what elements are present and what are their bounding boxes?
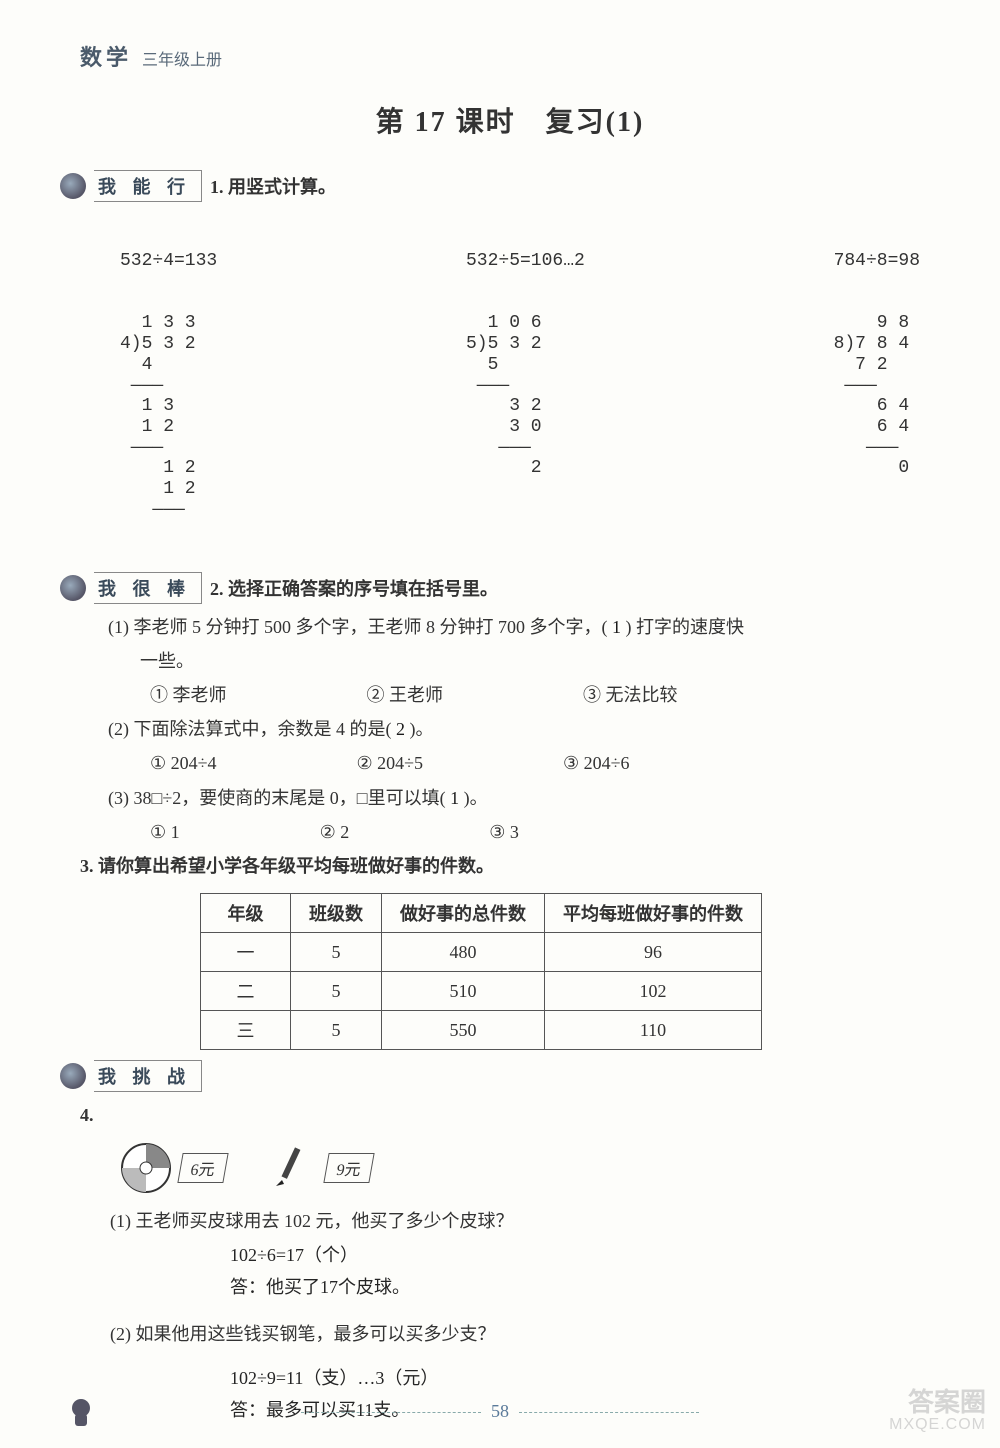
q2-1-opt3: ③ 无法比较 [583,678,678,712]
table-row: 一 5 480 96 [201,933,762,972]
q2-1-text-a: (1) 李老师 5 分钟打 500 多个字，王老师 8 分钟打 700 多个字，… [108,617,612,637]
col-h1: 年级 [201,894,291,933]
q2-2-ans: 2 [396,719,405,739]
q4-num: 4. [80,1098,940,1132]
q2-1-text-b: ) 打字的速度快 [621,617,744,637]
mascot-icon [60,575,86,601]
table-row: 二 5 510 102 [201,972,762,1011]
pen-price: 9元 [323,1153,374,1183]
lesson-title: 第 17 课时 复习(1) [80,100,940,140]
section2-label: 我 很 棒 [94,572,202,604]
q2-1-opt2: ② 王老师 [367,678,444,712]
q3-table: 年级 班级数 做好事的总件数 平均每班做好事的件数 一 5 480 96 二 5… [200,893,762,1050]
cell: 510 [382,972,545,1011]
q2-3-opt2: ② 2 [320,815,350,849]
page-number: 58 [291,1401,709,1422]
q2-2-opt3: ③ 204÷6 [563,746,630,780]
q2-sub1: (1) 李老师 5 分钟打 500 多个字，王老师 8 分钟打 700 多个字，… [108,610,940,678]
q1-expr-3: 784÷8=98 [834,251,920,272]
q1-work-1: 1 3 3 4)5 3 2 4 ——— 1 3 1 2 ——— 1 2 1 2 … [120,313,217,520]
q2-2-opts: ① 204÷4 ② 204÷5 ③ 204÷6 [150,746,940,780]
cell: 一 [201,933,291,972]
q2-1-opts: ① 李老师 ② 王老师 ③ 无法比较 [150,678,940,712]
mascot-foot-icon [64,1396,98,1430]
subject-label: 数学 [80,40,132,72]
cell: 三 [201,1011,291,1050]
q4-items-row: 6元 9元 [120,1142,940,1194]
ball-item: 6元 [120,1142,226,1194]
longdiv-1: 532÷4=133 1 3 3 4)5 3 2 4 ——— 1 3 1 2 ——… [120,210,217,562]
worksheet-page: 数学 三年级上册 第 17 课时 复习(1) 我 能 行 1. 用竖式计算。 5… [0,0,1000,1448]
mascot-icon [60,1063,86,1089]
watermark-line1: 答案圈 [889,1388,986,1417]
q2-2-text-b: )。 [405,719,434,739]
q1-row: 532÷4=133 1 3 3 4)5 3 2 4 ——— 1 3 1 2 ——… [120,210,920,562]
watermark: 答案圈 MXQE.COM [889,1388,986,1434]
cell: 二 [201,972,291,1011]
watermark-line2: MXQE.COM [889,1416,986,1434]
q2-3-ans: 1 [450,788,459,808]
q1-work-3: 9 8 8)7 8 4 7 2 ——— 6 4 6 4 ——— 0 [834,313,920,479]
section-tag-3: 我 挑 战 [60,1060,940,1092]
q2-3-opts: ① 1 ② 2 ③ 3 [150,815,940,849]
grade-label: 三年级上册 [142,46,222,70]
cell: 5 [291,1011,382,1050]
cell: 480 [382,933,545,972]
page-header: 数学 三年级上册 [80,40,940,72]
col-h3: 做好事的总件数 [382,894,545,933]
q2-3-opt3: ③ 3 [489,815,519,849]
q4-sub1-q: (1) 王老师买皮球用去 102 元，他买了多少个皮球？ [110,1204,940,1238]
section-tag-1: 我 能 行 1. 用竖式计算。 [60,170,940,202]
q2-sub3: (3) 38□÷2，要使商的末尾是 0，□里可以填( 1 )。 [108,781,940,815]
q4-sub1-calc: 102÷6=17（个） [230,1239,940,1271]
q1-expr-2: 532÷5=106…2 [466,251,585,272]
q2-heading: 2. 选择正确答案的序号填在括号里。 [210,575,498,601]
longdiv-2: 532÷5=106…2 1 0 6 5)5 3 2 5 ——— 3 2 3 0 … [466,210,585,562]
col-h2: 班级数 [291,894,382,933]
table-row: 三 5 550 110 [201,1011,762,1050]
q2-3-text-b: )。 [459,788,488,808]
section3-label: 我 挑 战 [94,1060,202,1092]
q1-heading: 1. 用竖式计算。 [210,173,336,199]
ball-icon [120,1142,172,1194]
cell: 550 [382,1011,545,1050]
cell: 5 [291,972,382,1011]
pen-icon [266,1142,318,1194]
cell: 5 [291,933,382,972]
q2-1-opt1: ① 李老师 [150,678,227,712]
q2-3-text-a: (3) 38□÷2，要使商的末尾是 0，□里可以填( [108,788,450,808]
pen-item: 9元 [266,1142,372,1194]
mascot-icon [60,173,86,199]
q3-heading: 3. 请你算出希望小学各年级平均每班做好事的件数。 [80,849,940,883]
section-tag-2: 我 很 棒 2. 选择正确答案的序号填在括号里。 [60,572,940,604]
q2-2-opt1: ① 204÷4 [150,746,217,780]
cell: 110 [545,1011,762,1050]
q4-sub2-calc: 102÷9=11（支）…3（元） [230,1362,940,1394]
section1-label: 我 能 行 [94,170,202,202]
q1-work-2: 1 0 6 5)5 3 2 5 ——— 3 2 3 0 ——— 2 [466,313,585,479]
q1-expr-1: 532÷4=133 [120,251,217,272]
col-h4: 平均每班做好事的件数 [545,894,762,933]
q2-2-opt2: ② 204÷5 [357,746,424,780]
ball-price: 6元 [177,1153,228,1183]
table-row: 年级 班级数 做好事的总件数 平均每班做好事的件数 [201,894,762,933]
cell: 102 [545,972,762,1011]
q2-3-opt1: ① 1 [150,815,180,849]
q4-sub2-q: (2) 如果他用这些钱买钢笔，最多可以买多少支？ [110,1317,940,1351]
q2-1-text-c: 一些。 [140,651,194,671]
q2-sub2: (2) 下面除法算式中，余数是 4 的是( 2 )。 [108,712,940,746]
cell: 96 [545,933,762,972]
longdiv-3: 784÷8=98 9 8 8)7 8 4 7 2 ——— 6 4 6 4 ———… [834,210,920,562]
q2-1-ans: 1 [612,617,621,637]
q4-sub1-ans: 答：他买了17个皮球。 [230,1271,940,1303]
q2-2-text-a: (2) 下面除法算式中，余数是 4 的是( [108,719,396,739]
